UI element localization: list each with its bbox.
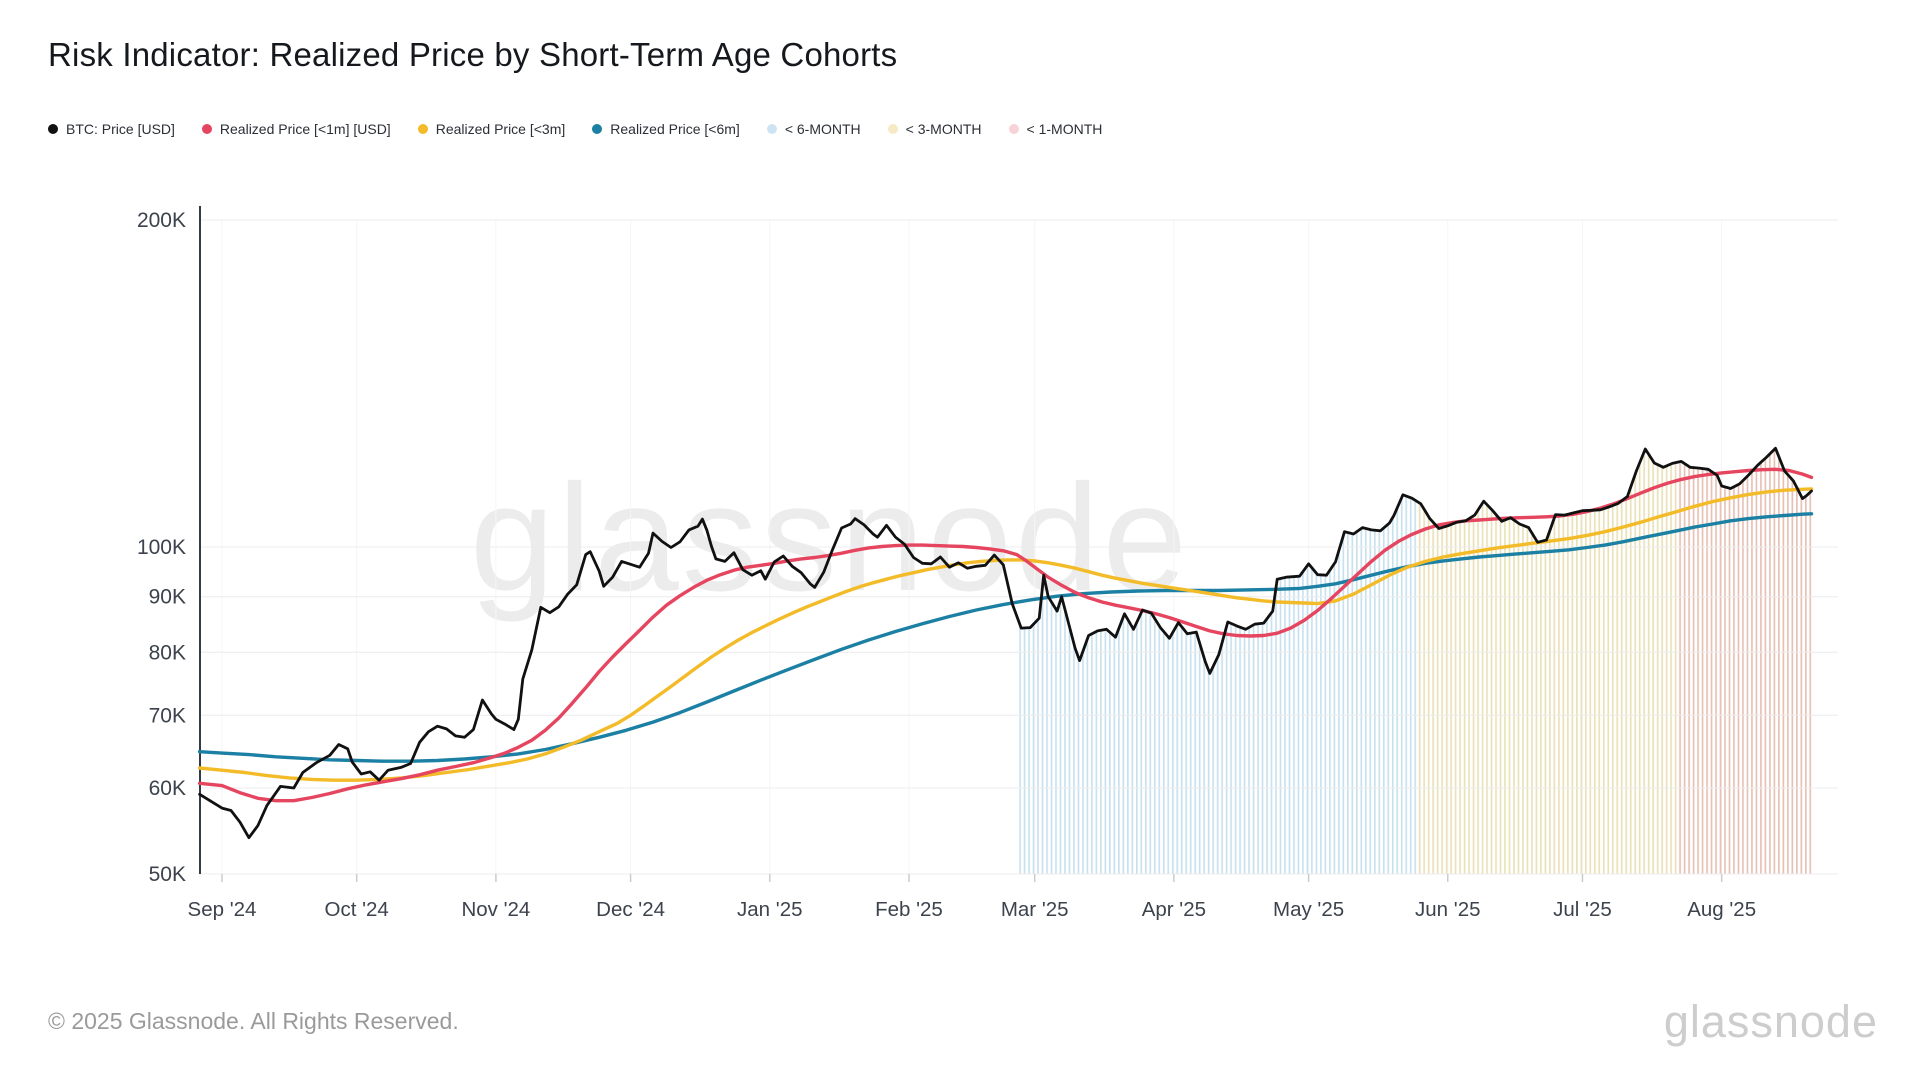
x-tick-label-dec-24: Dec '24 [596, 898, 665, 921]
x-tick-label-aug-25: Aug '25 [1687, 898, 1756, 921]
legend-dot-realized-price-6m [592, 124, 603, 134]
chart-legend: BTC: Price [USD] Realized Price [<1m] [US… [48, 121, 1102, 137]
legend-label: Realized Price [<6m] [610, 121, 740, 137]
x-tick-label-mar-25: Mar '25 [1001, 898, 1069, 921]
y-tick-label-70k: 70K [149, 704, 186, 727]
legend-dot-btc-price-usd [48, 124, 58, 134]
x-tick-label-oct-24: Oct '24 [325, 898, 389, 921]
x-tick-label-jan-25: Jan '25 [737, 898, 802, 921]
legend-dot-1-month [1008, 124, 1019, 134]
copyright-text: © 2025 Glassnode. All Rights Reserved. [48, 1008, 459, 1034]
legend-label: Realized Price [<3m] [435, 121, 566, 137]
legend-dot-realized-price-3m [417, 124, 428, 134]
legend-dot-3-month [887, 124, 898, 134]
legend-item-1-month[interactable]: < 1-MONTH [1008, 121, 1103, 137]
legend-item-realized-price-3m[interactable]: Realized Price [<3m] [417, 121, 566, 137]
legend-item-realized-price-6m[interactable]: Realized Price [<6m] [592, 121, 740, 137]
glassnode-logo: glassnode [1663, 996, 1878, 1047]
y-tick-label-60k: 60K [149, 777, 186, 800]
legend-item-btc-price-usd[interactable]: BTC: Price [USD] [48, 121, 175, 137]
page-title: Risk Indicator: Realized Price by Short-… [48, 36, 898, 73]
x-tick-label-feb-25: Feb '25 [875, 898, 943, 921]
x-tick-label-jun-25: Jun '25 [1415, 898, 1480, 921]
y-tick-label-80k: 80K [149, 641, 186, 664]
x-tick-label-jul-25: Jul '25 [1553, 898, 1612, 921]
y-tick-label-100k: 100K [137, 536, 186, 559]
y-tick-label-90k: 90K [149, 586, 186, 609]
series-realized-price-6m [197, 512, 1814, 763]
series-realized-price-1m-usd [197, 467, 1814, 803]
series-realized-price-3m [197, 487, 1814, 782]
y-tick-label-50k: 50K [149, 863, 186, 886]
y-tick-label-200k: 200K [137, 209, 186, 232]
x-tick-label-may-25: May '25 [1273, 898, 1344, 921]
x-tick-label-nov-24: Nov '24 [461, 898, 530, 921]
legend-dot-realized-price-1m-usd [201, 124, 212, 134]
x-tick-label-apr-25: Apr '25 [1142, 898, 1206, 921]
legend-dot-6-month [766, 124, 777, 134]
legend-label: < 3-MONTH [905, 121, 982, 137]
legend-label: Realized Price [<1m] [USD] [219, 121, 391, 137]
legend-label: < 1-MONTH [1026, 121, 1103, 137]
legend-item-realized-price-1m-usd[interactable]: Realized Price [<1m] [USD] [201, 121, 391, 137]
series-btc-price-usd [198, 446, 1813, 840]
legend-item-6-month[interactable]: < 6-MONTH [766, 121, 861, 137]
legend-label: BTC: Price [USD] [66, 121, 175, 137]
legend-label: < 6-MONTH [784, 121, 861, 137]
legend-item-3-month[interactable]: < 3-MONTH [887, 121, 982, 137]
x-tick-label-sep-24: Sep '24 [188, 898, 257, 921]
